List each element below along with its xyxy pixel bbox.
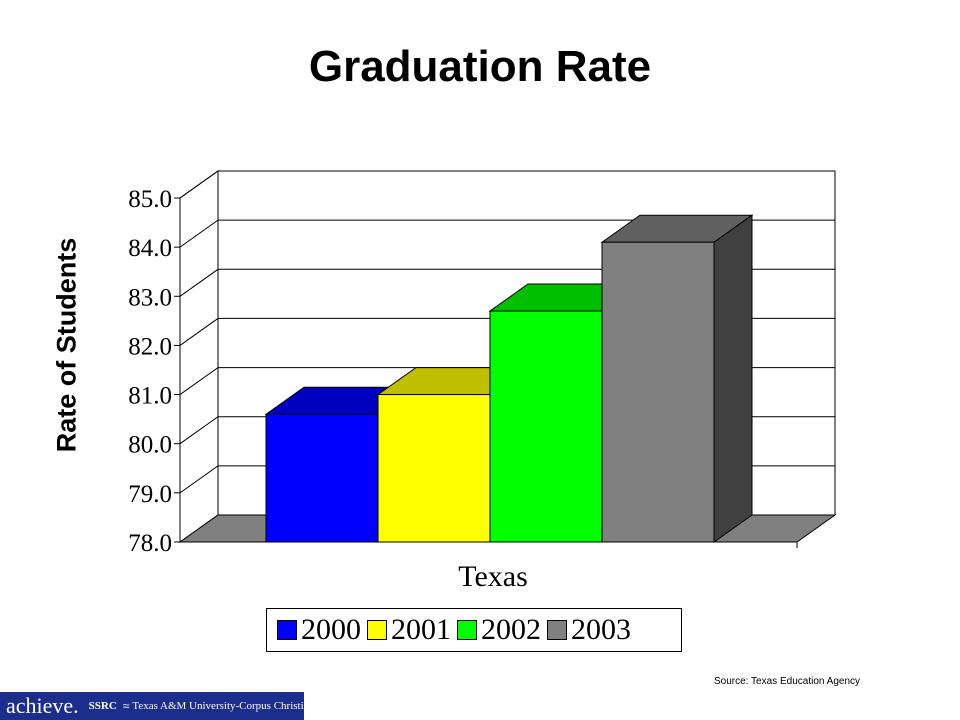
university-label: Texas A&M University-Corpus Christi bbox=[132, 700, 304, 712]
gridline bbox=[179, 170, 835, 199]
bar-front-face bbox=[489, 310, 603, 543]
y-tick-label: 84.0 bbox=[128, 235, 172, 262]
legend-label: 2000 bbox=[301, 613, 361, 646]
gridline bbox=[179, 219, 835, 248]
legend-item: 2001 bbox=[367, 613, 451, 647]
side-wall bbox=[179, 170, 219, 543]
ssrc-label: SSRC bbox=[88, 700, 117, 712]
y-tick-label: 80.0 bbox=[128, 432, 172, 459]
bar-side-face bbox=[713, 214, 753, 543]
source-note: Source: Texas Education Agency bbox=[714, 676, 861, 687]
bar-front-face bbox=[377, 394, 491, 543]
legend-label: 2001 bbox=[391, 613, 451, 646]
legend-item: 2003 bbox=[547, 613, 631, 647]
legend-swatch bbox=[457, 620, 477, 640]
y-axis: 78.0 79.0 80.0 81.0 82.0 83.0 84.0 85.0 bbox=[128, 186, 181, 557]
legend-label: 2003 bbox=[571, 613, 631, 646]
y-tick-label: 81.0 bbox=[128, 383, 172, 410]
achieve-logo: achieve. bbox=[6, 693, 79, 718]
legend-item: 2000 bbox=[277, 613, 361, 647]
x-category-label: Texas bbox=[458, 560, 528, 593]
chart-title: Graduation Rate bbox=[308, 42, 652, 91]
legend-swatch bbox=[277, 620, 297, 640]
wave-icon: ≈ bbox=[122, 699, 130, 713]
y-tick-label: 83.0 bbox=[128, 284, 172, 311]
legend-item: 2002 bbox=[457, 613, 541, 647]
y-tick-label: 78.0 bbox=[128, 530, 172, 557]
bar-front-face bbox=[265, 413, 379, 543]
bar-2003 bbox=[600, 214, 754, 543]
y-tick-label: 79.0 bbox=[128, 481, 172, 508]
y-tick-label: 85.0 bbox=[128, 186, 172, 213]
footer-banner: achieve. SSRC ≈ Texas A&M University-Cor… bbox=[0, 692, 304, 720]
bar-front-face bbox=[601, 241, 715, 543]
bars bbox=[264, 214, 754, 543]
legend: 2000 2001 2002 2003 bbox=[266, 608, 682, 652]
y-tick-label: 82.0 bbox=[128, 333, 172, 360]
legend-label: 2002 bbox=[481, 613, 541, 646]
legend-swatch bbox=[547, 620, 567, 640]
legend-swatch bbox=[367, 620, 387, 640]
